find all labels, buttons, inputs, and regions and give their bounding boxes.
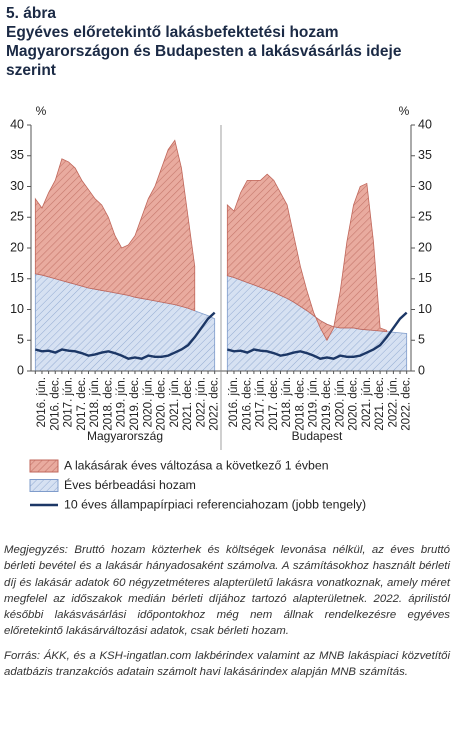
x-tick-label: 2022. dec. — [401, 377, 413, 431]
x-tick-label: 2018. jún. — [89, 377, 101, 428]
panel-title: Budapest — [292, 429, 343, 443]
legend-label: 10 éves állampapírpiaci referenciahozam … — [64, 497, 366, 511]
figure-title: Egyéves előretekintő lakásbefektetési ho… — [6, 24, 402, 79]
x-tick-label: 2020. dec. — [348, 377, 360, 431]
legend-swatch — [29, 459, 59, 473]
x-tick-label: 2021. dec. — [374, 377, 386, 431]
x-tick-label: 2019. jún. — [116, 377, 128, 428]
x-tick-label: 2019. jún. — [308, 377, 320, 428]
y-tick-label: 15 — [10, 271, 24, 285]
x-tick-label: 2021. dec. — [182, 377, 194, 431]
source: Forrás: ÁKK, és a KSH-ingatlan.com lakbé… — [4, 649, 450, 679]
y-axis-label: % — [36, 104, 47, 118]
x-tick-label: 2021. jún. — [361, 377, 373, 428]
x-tick-label: 2020. dec. — [156, 377, 168, 431]
note: Megjegyzés: Bruttó hozam közterhek és kö… — [4, 544, 450, 638]
bond-yield-line — [35, 311, 216, 360]
x-tick-label: 2016. jún. — [228, 377, 240, 428]
y-tick-label: 10 — [10, 302, 24, 316]
y-tick-label: 25 — [10, 210, 24, 224]
x-tick-label: 2020. jún. — [142, 377, 154, 428]
y-tick-label: 40 — [10, 117, 24, 131]
y-tick-label: 30 — [10, 179, 24, 193]
x-tick-label: 2020. jún. — [334, 377, 346, 428]
x-tick-label: 2022. jún. — [387, 377, 399, 428]
x-tick-label: 2021. jún. — [169, 377, 181, 428]
y-tick-label: 0 — [17, 363, 24, 377]
y2-tick-label: 35 — [418, 148, 432, 162]
figure-label: 5. ábra — [6, 5, 56, 22]
y2-tick-label: 5 — [418, 333, 425, 347]
title-block: 5. ábra Egyéves előretekintő lakásbefekt… — [6, 4, 450, 80]
x-tick-label: 2018. dec. — [294, 377, 306, 431]
x-tick-label: 2017. dec. — [76, 377, 88, 431]
x-tick-label: 2016. dec. — [241, 377, 253, 431]
price-change-area — [226, 173, 388, 342]
x-tick-label: 2018. dec. — [102, 377, 114, 431]
legend-swatch — [29, 479, 59, 492]
x-tick-label: 2019. dec. — [129, 377, 141, 431]
x-tick-label: 2018. jún. — [281, 377, 293, 428]
y-tick-label: 35 — [10, 148, 24, 162]
chart: 2016. jún. 2016. dec. 2017. jún. 2017. dec.… — [10, 104, 432, 511]
bond-yield-line — [226, 311, 408, 360]
x-tick-label: 2016. dec. — [49, 377, 61, 431]
y2-tick-label: 30 — [418, 179, 432, 193]
x-tick-label: 2022. jún. — [195, 377, 207, 428]
y2-tick-label: 40 — [418, 117, 432, 131]
y-tick-label: 20 — [10, 240, 24, 254]
price-change-area — [34, 139, 196, 312]
x-tick-label: 2019. dec. — [321, 377, 333, 431]
y2-tick-label: 10 — [418, 302, 432, 316]
y2-tick-label: 25 — [418, 210, 432, 224]
notes: Megjegyzés: Bruttó hozam közterhek és kö… — [4, 542, 450, 688]
x-tick-label: 2016. jún. — [36, 377, 48, 428]
x-tick-label: 2017. dec. — [268, 377, 280, 431]
y2-axis-label: % — [399, 104, 410, 118]
x-tick-label: 2017. jún. — [255, 377, 267, 428]
y-tick-label: 5 — [17, 333, 24, 347]
panel-title: Magyarország — [87, 429, 163, 443]
legend-label: Éves bérbeadási hozam — [64, 477, 196, 492]
x-tick-label: 2022. dec. — [209, 377, 221, 431]
x-tick-label: 2017. jún. — [63, 377, 75, 428]
legend-label: A lakásárak éves változása a következő 1… — [64, 458, 329, 472]
y2-tick-label: 0 — [418, 363, 425, 377]
y2-tick-label: 15 — [418, 271, 432, 285]
y2-tick-label: 20 — [418, 240, 432, 254]
